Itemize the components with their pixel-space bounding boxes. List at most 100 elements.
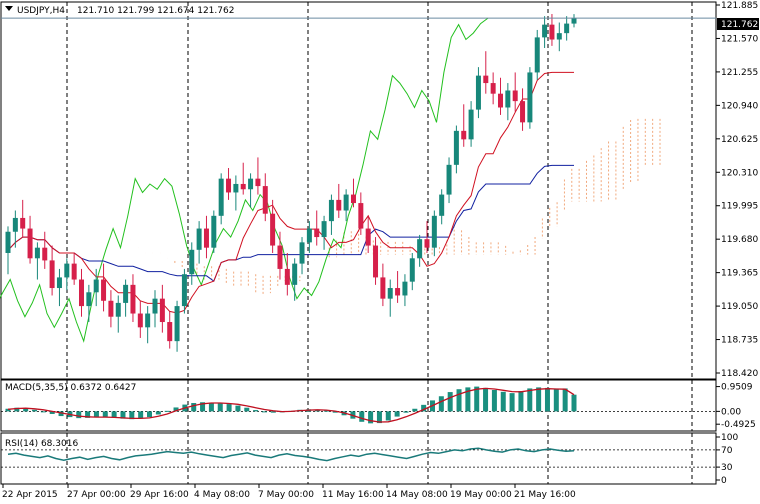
macd-histogram-bar: [5, 408, 11, 412]
panel-frame-2: [0, 379, 717, 432]
rsi-tick-label: 30: [721, 463, 733, 473]
x-tick-label: 21 May 16:00: [514, 490, 576, 500]
candle-body: [417, 239, 423, 259]
macd-tick-label: -0.4925: [721, 420, 756, 430]
candle-body: [42, 247, 48, 261]
x-tick-label: 19 May 00:00: [450, 490, 512, 500]
candle-body: [86, 292, 92, 307]
candle-body: [233, 183, 239, 193]
macd-histogram-bar: [49, 411, 55, 414]
candle-body: [292, 263, 298, 285]
macd-histogram-bar: [527, 388, 533, 412]
candle-body: [395, 288, 401, 296]
candle-body: [321, 221, 327, 238]
macd-histogram-bar: [536, 387, 542, 412]
candle-body: [343, 194, 349, 211]
price-tick-label: 121.255: [721, 68, 758, 78]
candle-body: [130, 284, 136, 314]
macd-histogram-bar: [421, 404, 427, 412]
candle-body: [159, 298, 165, 323]
macd-histogram-bar: [412, 408, 418, 412]
rsi-tick-label: 100: [721, 433, 738, 443]
rsi-line: [7, 447, 575, 462]
macd-histogram-bar: [253, 410, 259, 412]
candle-body: [468, 109, 474, 140]
x-tick-label: 11 May 16:00: [322, 490, 384, 500]
candle-body: [277, 245, 283, 269]
candle-body: [12, 217, 18, 232]
candle-body: [93, 279, 99, 293]
candle-body: [152, 298, 158, 314]
candle-body: [542, 24, 548, 38]
candle-body: [380, 277, 386, 299]
kijun-sen-line: [7, 164, 574, 282]
macd-tick-label: 0.00: [721, 407, 741, 417]
macd-histogram-bar: [474, 386, 480, 412]
candle-body: [299, 242, 305, 264]
macd-histogram-bar: [23, 408, 29, 412]
candle-body: [446, 164, 452, 195]
candle-body: [549, 24, 555, 40]
tenkan-sen-line: [7, 71, 574, 314]
candle-body: [255, 178, 261, 187]
candle-body: [203, 228, 209, 248]
macd-histogram-bar: [200, 402, 206, 412]
macd-histogram-bar: [40, 411, 46, 413]
candle-body: [240, 183, 246, 190]
chikou-span-line: [0, 17, 489, 343]
macd-histogram-bar: [32, 409, 38, 412]
price-tick-label: 119.365: [721, 269, 758, 279]
candle-body: [439, 194, 445, 216]
macd-histogram-bar: [562, 388, 568, 412]
candle-body: [49, 260, 55, 289]
price-tick-label: 120.625: [721, 135, 758, 145]
candle-body: [5, 231, 11, 253]
macd-histogram-bar: [315, 409, 321, 412]
macd-histogram-bar: [85, 411, 91, 418]
candle-body: [174, 306, 180, 342]
candle-body: [108, 300, 114, 317]
x-tick-label: 4 May 08:00: [194, 490, 250, 500]
candle-body: [461, 130, 467, 140]
price-tick-label: 119.995: [721, 202, 758, 212]
macd-histogram-bar: [270, 411, 276, 413]
candle-body: [196, 228, 202, 250]
candle-body: [181, 274, 187, 307]
candle-body: [248, 178, 254, 190]
candle-body: [218, 178, 224, 216]
macd-histogram-bar: [147, 411, 152, 418]
candle-body: [306, 228, 312, 243]
macd-histogram-bar: [394, 411, 400, 417]
candle-body: [27, 228, 33, 259]
x-tick-label: 14 May 08:00: [386, 490, 448, 500]
panel-frame-1: [0, 1, 717, 380]
macd-histogram-bar: [138, 411, 144, 419]
macd-histogram-bar: [173, 407, 179, 412]
candle-body: [373, 245, 379, 278]
candle-body: [79, 279, 85, 307]
candle-body: [358, 203, 364, 229]
candle-body: [490, 83, 496, 94]
chart-menu-triangle-icon[interactable]: [5, 6, 13, 11]
macd-histogram-bar: [571, 394, 577, 412]
candle-body: [564, 23, 570, 34]
macd-histogram-bar: [500, 391, 506, 412]
macd-histogram-bar: [155, 411, 161, 415]
candle-body: [270, 213, 276, 246]
rsi-tick-label: 70: [721, 446, 733, 456]
x-tick-label: 29 Apr 16:00: [130, 490, 189, 500]
macd-tick-label: 0.9509: [721, 383, 753, 393]
candle-body: [483, 75, 489, 84]
candle-body: [71, 263, 77, 280]
macd-histogram-bar: [244, 407, 250, 412]
macd-histogram-bar: [14, 407, 20, 412]
candle-body: [284, 268, 290, 285]
candle-body: [101, 279, 107, 301]
macd-histogram-bar: [403, 411, 409, 413]
macd-signal-line: [7, 387, 575, 423]
macd-title: MACD(5,35,5) 0.6372 0.6427: [5, 383, 136, 393]
candle-body: [556, 33, 562, 40]
ohlc-readout: 121.710 121.799 121.674 121.762: [77, 6, 234, 16]
macd-histogram-bar: [93, 411, 99, 418]
macd-histogram-bar: [323, 410, 329, 412]
